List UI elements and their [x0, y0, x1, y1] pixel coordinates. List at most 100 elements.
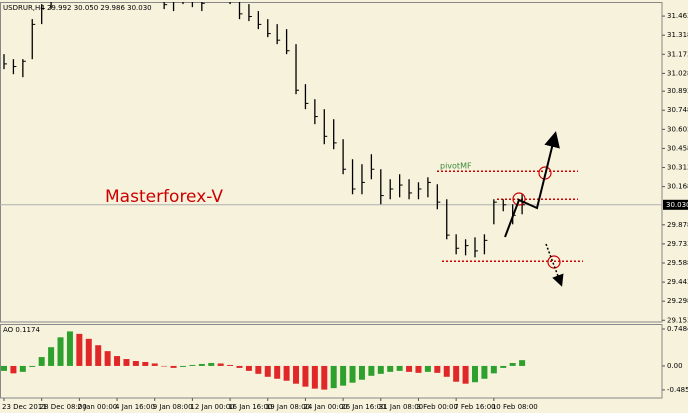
x-tick-label: 7 Feb 16:00: [454, 403, 495, 411]
y-tick-label: 29.153: [667, 316, 688, 324]
ao-bar: [415, 365, 422, 373]
y-tick-label: -0.4856: [667, 386, 688, 394]
ao-bar: [264, 365, 271, 377]
y-tick-label: 30.603: [667, 125, 688, 133]
last-price-box: [663, 199, 688, 210]
ao-bar: [443, 365, 450, 377]
y-tick-label: 31.028: [667, 69, 688, 77]
ao-bar: [481, 365, 488, 379]
ao-bar: [48, 347, 55, 366]
y-tick-label: 29.878: [667, 221, 688, 229]
y-tick-label: 30.458: [667, 144, 688, 152]
ao-bar: [179, 365, 186, 367]
x-tick-label: 4 Jan 16:00: [115, 403, 155, 411]
price-plot: [0, 2, 662, 263]
x-tick-label: 28 Dec 08:00: [40, 403, 87, 411]
ao-bar: [189, 364, 196, 366]
ao-bar: [406, 365, 413, 372]
y-tick-label: 31.463: [667, 12, 688, 20]
down-arrow: [545, 243, 564, 287]
ao-bar: [236, 365, 243, 368]
ao-bar: [368, 365, 375, 376]
ao-bar: [255, 365, 262, 374]
ao-bar: [453, 365, 460, 382]
ao-bar: [1, 365, 7, 371]
ao-bar: [208, 362, 215, 366]
ao-bar: [104, 351, 111, 366]
ao-bar: [490, 365, 497, 374]
ao-bar: [330, 365, 337, 389]
y-tick-label: 30.313: [667, 164, 688, 172]
ao-bar: [358, 365, 365, 380]
y-tick-label: 30.168: [667, 183, 688, 191]
chart-header: USDRUR,H4 29.992 30.050 29.986 30.030: [3, 4, 152, 12]
drawn-annotations: [504, 131, 564, 287]
up-arrow: [504, 131, 560, 238]
x-tick-label: 3 Feb 00:00: [416, 403, 457, 411]
x-tick-label: 24 Jan 00:00: [303, 403, 347, 411]
y-tick-label: 30.893: [667, 87, 688, 95]
main-frame: [0, 2, 663, 323]
ao-bar: [227, 364, 234, 366]
ao-bar: [85, 338, 92, 366]
ao-bar: [424, 365, 431, 372]
x-tick-label: 23 Dec 2011: [2, 403, 47, 411]
x-tick-label: 9 Jan 08:00: [153, 403, 193, 411]
x-tick-label: 16 Jan 16:00: [228, 403, 272, 411]
last-price-label: 30.030: [666, 201, 688, 209]
x-tick-label: 26 Jan 16:00: [341, 403, 385, 411]
ao-bar: [142, 361, 149, 366]
ao-bar: [198, 363, 205, 366]
overlay: 31.463 31.318 31.173 31.028 30.893 30.748 30.6…: [2, 12, 688, 411]
ao-bar: [434, 365, 441, 373]
ao-bar: [19, 365, 26, 372]
ao-bar: [472, 365, 478, 383]
ao-frame: [0, 324, 663, 399]
x-tick-label: 19 Jan 08:00: [266, 403, 310, 411]
ao-bar: [245, 365, 252, 371]
ao-bar: [217, 363, 224, 366]
y-tick-label: 29.733: [667, 240, 688, 248]
ao-bar: [38, 357, 45, 366]
ao-bar: [519, 360, 526, 366]
y-tick-label: 31.173: [667, 50, 688, 58]
ao-bar: [274, 365, 281, 379]
x-tick-label: 31 Jan 08:00: [379, 403, 423, 411]
y-tick-label: 29.443: [667, 278, 688, 286]
ao-bar: [340, 365, 347, 386]
ao-bar: [302, 365, 309, 387]
ao-bar: [114, 356, 121, 366]
ao-bar: [151, 363, 158, 366]
y-tick-label: 0.00: [667, 362, 683, 370]
y-tick-label: 0.7484: [667, 325, 688, 333]
ao-bar: [161, 365, 168, 367]
ao-bar: [57, 337, 64, 366]
ao-bar: [462, 365, 469, 384]
ao-bar: [349, 365, 356, 383]
ao-bar: [311, 365, 318, 389]
circle-mark: [547, 255, 561, 269]
ao-bar: [396, 365, 403, 371]
y-tick-label: 31.318: [667, 31, 688, 39]
annotation: Masterforex-V: [105, 187, 223, 207]
circle-mark: [512, 192, 526, 206]
ao-bar: [387, 365, 394, 372]
ao-bar: [123, 359, 130, 366]
x-tick-label: 12 Jan 00:00: [190, 403, 234, 411]
x-tick-label: 2 Jan 00:00: [77, 403, 117, 411]
ao-plot: [1, 331, 526, 390]
ao-bar: [377, 365, 384, 374]
ao-bar: [283, 365, 290, 381]
ao-bar: [509, 362, 516, 366]
ao-bar: [132, 361, 139, 366]
ao-bar: [29, 365, 36, 367]
ao-bar: [170, 365, 177, 368]
y-tick-label: 29.298: [667, 297, 688, 305]
ao-bar: [500, 365, 507, 368]
ao-bar: [66, 331, 73, 366]
ao-bar: [76, 333, 83, 366]
ao-bar: [293, 365, 300, 384]
